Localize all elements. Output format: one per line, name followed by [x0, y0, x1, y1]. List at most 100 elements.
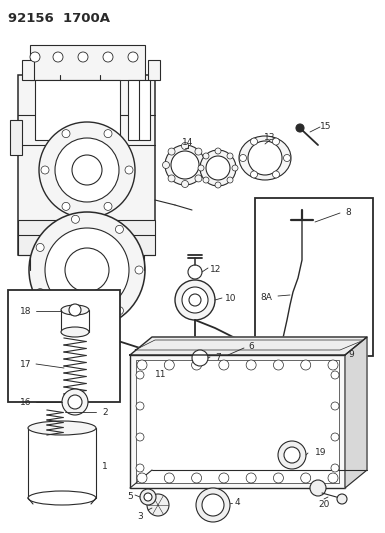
Bar — [18, 75, 155, 255]
Text: 11: 11 — [155, 370, 166, 379]
Circle shape — [215, 148, 221, 154]
Bar — [22, 60, 34, 80]
Circle shape — [246, 360, 256, 370]
Ellipse shape — [270, 354, 300, 370]
Circle shape — [219, 473, 229, 483]
Bar — [10, 120, 22, 155]
Text: 6: 6 — [248, 342, 254, 351]
Circle shape — [78, 52, 88, 62]
Circle shape — [192, 360, 202, 370]
Circle shape — [331, 433, 339, 441]
Circle shape — [192, 473, 202, 483]
Circle shape — [200, 150, 236, 186]
Circle shape — [29, 212, 145, 328]
Circle shape — [251, 171, 258, 178]
Circle shape — [181, 142, 189, 149]
Circle shape — [246, 473, 256, 483]
Ellipse shape — [28, 491, 96, 505]
Circle shape — [219, 360, 229, 370]
Circle shape — [195, 175, 202, 182]
Circle shape — [273, 360, 283, 370]
Text: 4: 4 — [235, 498, 241, 507]
Circle shape — [278, 441, 306, 469]
Text: 8: 8 — [345, 208, 351, 217]
Circle shape — [165, 145, 205, 185]
Circle shape — [328, 473, 338, 483]
Text: 18: 18 — [20, 307, 32, 316]
Circle shape — [62, 203, 70, 211]
Circle shape — [201, 161, 208, 168]
Circle shape — [239, 155, 246, 161]
Text: 13: 13 — [264, 133, 276, 142]
Circle shape — [273, 138, 280, 145]
Circle shape — [136, 402, 144, 410]
Circle shape — [171, 151, 199, 179]
Text: 20: 20 — [318, 500, 330, 509]
Circle shape — [192, 350, 208, 366]
Circle shape — [273, 171, 280, 178]
Text: 15: 15 — [320, 122, 331, 131]
Circle shape — [168, 148, 175, 155]
Circle shape — [268, 347, 278, 357]
Polygon shape — [130, 337, 367, 355]
Circle shape — [310, 480, 326, 496]
Circle shape — [198, 165, 204, 171]
Circle shape — [331, 464, 339, 472]
Circle shape — [53, 52, 63, 62]
Ellipse shape — [162, 381, 188, 395]
Circle shape — [135, 266, 143, 274]
Circle shape — [136, 433, 144, 441]
Ellipse shape — [61, 327, 89, 337]
Bar — [128, 80, 150, 140]
Bar — [255, 198, 373, 356]
Text: 9: 9 — [348, 350, 354, 359]
Text: 12: 12 — [210, 265, 221, 274]
Circle shape — [206, 156, 230, 180]
Circle shape — [104, 130, 112, 138]
Circle shape — [273, 473, 283, 483]
Bar — [30, 45, 145, 80]
Circle shape — [62, 130, 70, 138]
Circle shape — [251, 138, 258, 145]
Ellipse shape — [61, 305, 89, 315]
Circle shape — [164, 360, 174, 370]
Circle shape — [227, 153, 233, 159]
Circle shape — [164, 473, 174, 483]
Text: 1: 1 — [102, 462, 108, 471]
Text: 10: 10 — [225, 294, 236, 303]
Circle shape — [328, 360, 338, 370]
Circle shape — [168, 381, 182, 395]
Text: 3: 3 — [137, 512, 143, 521]
Circle shape — [65, 248, 109, 292]
Circle shape — [72, 317, 79, 325]
Circle shape — [296, 124, 304, 132]
Text: 17: 17 — [20, 360, 32, 369]
Circle shape — [136, 464, 144, 472]
Circle shape — [116, 306, 124, 314]
Circle shape — [36, 244, 44, 252]
Polygon shape — [345, 337, 367, 488]
Circle shape — [227, 177, 233, 183]
Circle shape — [140, 489, 156, 505]
Ellipse shape — [239, 136, 291, 180]
Bar — [130, 355, 345, 488]
Circle shape — [195, 148, 202, 155]
Circle shape — [283, 155, 291, 161]
Bar — [35, 80, 120, 140]
Circle shape — [301, 473, 311, 483]
Text: 92156  1700A: 92156 1700A — [8, 12, 110, 25]
Circle shape — [168, 175, 175, 182]
Circle shape — [69, 304, 81, 316]
Circle shape — [30, 52, 40, 62]
Circle shape — [196, 488, 230, 522]
Circle shape — [136, 371, 144, 379]
Circle shape — [248, 141, 282, 175]
Circle shape — [331, 371, 339, 379]
Circle shape — [215, 182, 221, 188]
Text: 14: 14 — [182, 138, 194, 147]
Circle shape — [128, 52, 138, 62]
Circle shape — [137, 473, 147, 483]
Circle shape — [202, 494, 224, 516]
Circle shape — [137, 360, 147, 370]
Text: 5: 5 — [127, 492, 133, 501]
